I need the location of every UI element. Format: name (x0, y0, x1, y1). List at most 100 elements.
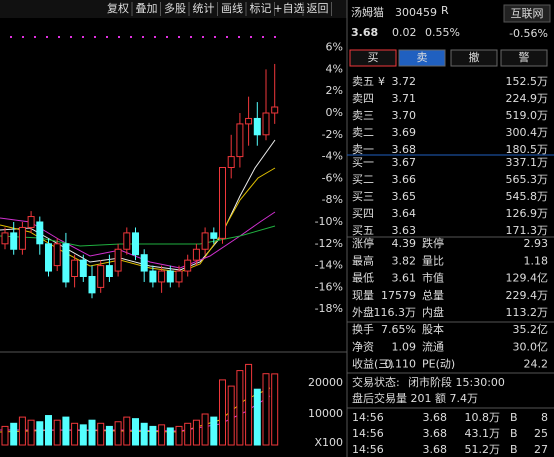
volume-unit: X100 (314, 436, 343, 449)
y-tick-label: 4% (326, 62, 343, 75)
stat-label: 净资 (352, 339, 374, 353)
stat-value: 129.4亿 (506, 272, 549, 285)
volume-bar (18, 416, 26, 446)
action-label: 警 (519, 50, 530, 64)
candle-body (18, 226, 26, 250)
stat-value: 17579 (381, 289, 416, 302)
volume-bar (123, 416, 131, 446)
volume-tick-label: 20000 (308, 376, 343, 389)
action-label: 买 (368, 51, 379, 64)
volume-bar (114, 421, 122, 446)
trade-side: B (510, 411, 518, 424)
y-tick-label: -12% (315, 237, 343, 250)
candle-body (271, 106, 279, 114)
candle-body (262, 112, 270, 136)
toolbar-button[interactable]: 返回 (307, 2, 329, 15)
y-tick-label: -14% (315, 259, 343, 272)
candle-body (149, 270, 157, 283)
book-label: 卖四 (352, 92, 374, 105)
book-price: 3.68 (392, 143, 417, 156)
stat-value: 229.4万 (506, 289, 549, 302)
action-button[interactable] (349, 49, 397, 67)
book-volume: 565.3万 (506, 173, 549, 186)
y-tick-label: 6% (326, 41, 343, 54)
signal-dot (82, 36, 84, 38)
toolbar-button[interactable]: +自选 (273, 2, 304, 15)
volume-bar (79, 424, 87, 446)
signal-dot (58, 36, 60, 38)
toolbar-button[interactable]: 叠加 (136, 2, 158, 15)
volume-bar (62, 416, 70, 446)
action-label: 撤 (469, 50, 480, 64)
stat-value: 24.2 (524, 358, 549, 371)
signal-dot (190, 36, 192, 38)
stat-label: 股本 (422, 322, 444, 336)
trade-price: 3.68 (423, 411, 448, 424)
book-price: 3.71 (392, 92, 417, 105)
volume-bar (236, 370, 244, 446)
volume-bar (149, 425, 157, 446)
candle-body (236, 123, 244, 158)
toolbar-button[interactable]: 复权 (107, 1, 129, 15)
y-tick-label: -6% (322, 171, 343, 184)
book-volume: 180.5万 (506, 143, 549, 156)
volume-tick-label: 10000 (308, 407, 343, 420)
y-tick-label: -8% (322, 193, 343, 206)
candle-body (36, 221, 44, 245)
stat-label: 内盘 (422, 305, 444, 319)
candle-body (123, 232, 131, 250)
volume-bar (88, 419, 96, 446)
action-button[interactable] (450, 49, 498, 67)
volume-bar (1, 425, 9, 446)
signal-dot (226, 36, 228, 38)
book-volume: 171.3万 (506, 224, 549, 237)
stat-value: 1.18 (524, 254, 549, 267)
stock-tag: R (441, 4, 449, 17)
toolbar-button[interactable]: 标记 (250, 1, 272, 15)
signal-dot (10, 36, 12, 38)
signal-dot (178, 36, 180, 38)
action-button[interactable] (500, 49, 548, 67)
book-price: 3.72 (392, 75, 417, 88)
signal-dot (34, 36, 36, 38)
candle-body (245, 117, 253, 125)
candle-body (219, 167, 226, 239)
trade-side: B (510, 443, 518, 456)
toolbar-button[interactable]: 统计 (193, 2, 215, 15)
book-volume: 152.5万 (506, 75, 549, 88)
candle-body (53, 243, 61, 267)
sector-button[interactable] (503, 4, 551, 23)
candle-body (158, 270, 166, 283)
signal-dot (22, 36, 24, 38)
signal-dot (46, 36, 48, 38)
candle-body (10, 232, 18, 250)
candle-body (184, 259, 192, 272)
stat-label: 现量 (352, 289, 374, 302)
stat-value: 1.09 (392, 340, 417, 353)
signal-dot (202, 36, 204, 38)
y-tick-label: -4% (322, 150, 343, 163)
signal-dot (94, 36, 96, 38)
volume-bar (97, 422, 105, 446)
status-value: 闭市阶段 15:30:00 (408, 375, 505, 389)
change-pct: 0.55% (425, 26, 460, 39)
candle-body (62, 243, 70, 283)
stat-label: 最低 (352, 272, 374, 285)
stock-name: 汤姆猫 (351, 5, 384, 19)
candle-body (88, 276, 96, 294)
volume-bar (158, 424, 166, 446)
toolbar-button[interactable]: 画线 (221, 1, 243, 15)
candle-body (105, 265, 113, 278)
candle-body (175, 270, 183, 283)
volume-bar (227, 385, 235, 446)
candle-body (1, 232, 9, 245)
volume-bar (175, 425, 183, 446)
volume-bar (71, 422, 79, 446)
book-label: 买三 (352, 190, 374, 203)
action-button[interactable] (398, 49, 446, 67)
book-volume: 224.9万 (506, 92, 549, 105)
y-tick-label: -10% (315, 215, 343, 228)
candle-body (114, 248, 122, 272)
y-tick-label: 0% (326, 106, 343, 119)
toolbar-button[interactable]: 多股 (164, 1, 186, 15)
